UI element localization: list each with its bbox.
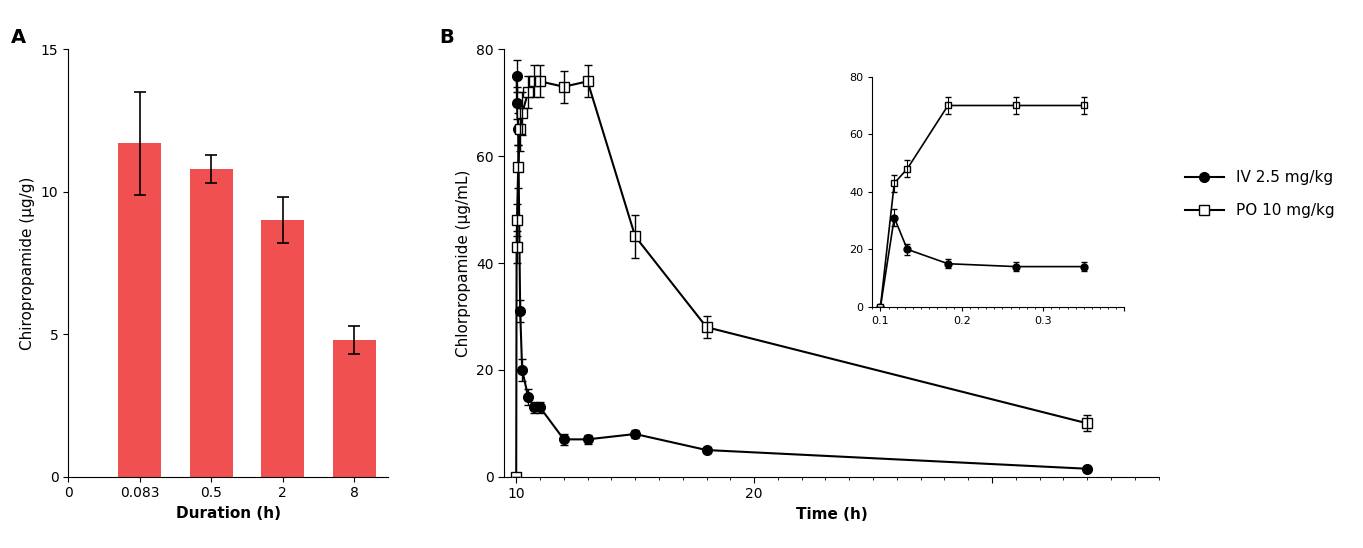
PO 10 mg/kg <box>508 244 525 250</box>
IV 2.5 mg/kg <box>519 393 536 400</box>
Line: IV 2.5 mg/kg: IV 2.5 mg/kg <box>511 71 1092 473</box>
IV 2.5 mg/kg <box>514 367 530 373</box>
PO 10 mg/kg <box>526 78 542 84</box>
IV 2.5 mg/kg <box>532 404 548 410</box>
PO 10 mg/kg <box>698 324 714 330</box>
IV 2.5 mg/kg <box>556 436 572 443</box>
Legend: IV 2.5 mg/kg, PO 10 mg/kg: IV 2.5 mg/kg, PO 10 mg/kg <box>1179 164 1341 224</box>
IV 2.5 mg/kg <box>698 447 714 453</box>
PO 10 mg/kg <box>508 217 525 224</box>
IV 2.5 mg/kg <box>627 431 643 437</box>
Bar <box>333 340 376 477</box>
PO 10 mg/kg <box>579 78 596 84</box>
IV 2.5 mg/kg <box>512 308 529 315</box>
PO 10 mg/kg <box>514 110 530 117</box>
IV 2.5 mg/kg <box>508 100 525 106</box>
PO 10 mg/kg <box>532 78 548 84</box>
Text: A: A <box>11 28 26 47</box>
IV 2.5 mg/kg <box>510 126 526 133</box>
Bar <box>262 220 304 477</box>
PO 10 mg/kg <box>556 83 572 90</box>
Bar <box>119 144 161 477</box>
X-axis label: Duration (h): Duration (h) <box>176 506 281 521</box>
PO 10 mg/kg <box>512 126 529 133</box>
PO 10 mg/kg <box>508 473 525 480</box>
X-axis label: Time (h): Time (h) <box>796 507 867 522</box>
IV 2.5 mg/kg <box>1079 465 1096 472</box>
Y-axis label: Chiropropamide (μg/g): Chiropropamide (μg/g) <box>20 176 35 350</box>
Line: PO 10 mg/kg: PO 10 mg/kg <box>511 77 1092 482</box>
Y-axis label: Chlorpropamide (μg/mL): Chlorpropamide (μg/mL) <box>455 169 470 357</box>
PO 10 mg/kg <box>1079 420 1096 426</box>
Bar <box>189 169 233 477</box>
IV 2.5 mg/kg <box>508 73 525 79</box>
IV 2.5 mg/kg <box>579 436 596 443</box>
Text: B: B <box>439 28 454 47</box>
PO 10 mg/kg <box>510 163 526 170</box>
PO 10 mg/kg <box>627 233 643 239</box>
IV 2.5 mg/kg <box>526 404 542 410</box>
PO 10 mg/kg <box>519 89 536 95</box>
